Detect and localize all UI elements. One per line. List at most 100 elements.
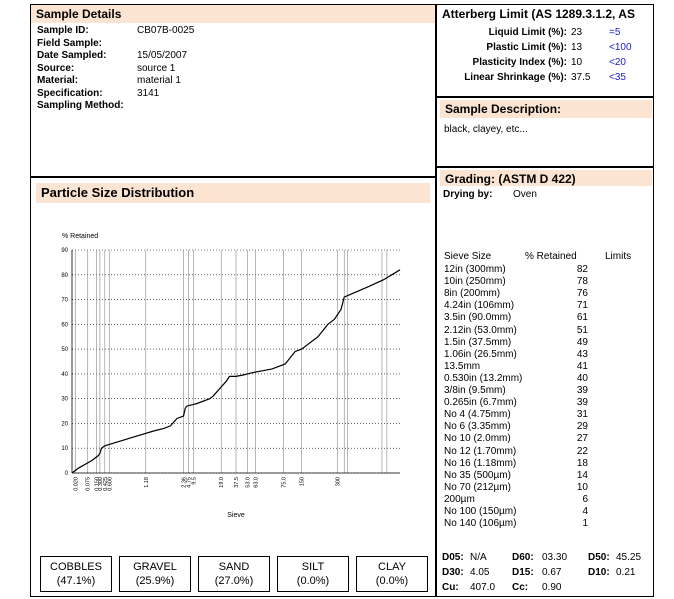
sieve-size-cell: No 10 (2.0mm) [444,433,511,445]
fraction-box: SAND (27.0%) [198,556,270,592]
table-row: 3.5in (90.0mm) 61 [444,312,644,324]
cu-value: 407.0 [470,582,496,593]
sieve-size-cell: 1.06in (26.5mm) [444,348,517,360]
series-line [71,269,401,474]
atterberg-rows: Liquid Limit (%): 23 =5 Plastic Limit (%): 1… [437,27,653,87]
atterberg-value: 13 [571,42,583,53]
sample-field-label: Sample ID: [37,25,89,36]
sieve-size-cell: 0.265in (6.7mm) [444,397,517,409]
y-tick-label: 20 [61,421,68,427]
sieve-size-cell: 12in (300mm) [444,264,506,275]
sieve-size-cell: No 12 (1.70mm) [444,445,517,457]
fraction-box: CLAY (0.0%) [356,556,428,592]
x-tick-label: 2.36 [182,477,188,488]
sample-field-label: Specification: [37,87,103,99]
retained-cell: 31 [576,409,588,421]
sieve-size-cell: 3.5in (90.0mm) [444,312,512,324]
table-row: No 16 (1.18mm) 18 [444,458,644,470]
y-tick-label: 60 [61,322,68,328]
atterberg-label: Plasticity Index (%): [472,57,567,68]
table-row: 13.5mm 41 [444,361,644,373]
fraction-name: SAND [218,561,250,573]
fractions-row: COBBLES (47.1%) GRAVEL (25.9%) SAND (27.0%) SI… [40,556,428,596]
psd-panel [30,177,436,597]
d05-label: D05: [442,552,464,563]
fraction-name: COBBLES [50,561,102,573]
x-tick-label: 0.020 [73,477,79,491]
y-tick-label: 30 [61,397,68,403]
table-row: 10in (250mm) 78 [444,276,644,288]
sample-field-label: Date Sampled: [37,50,107,61]
x-axis-label: Sieve [227,512,245,519]
x-tick-label: 150 [300,477,306,486]
fraction-name: SILT [301,561,325,573]
x-tick-label: 0.300 [98,477,104,491]
cu-label: Cu: [442,582,459,593]
d50-label: D50: [588,552,610,563]
retained-cell: 1 [582,518,588,530]
retained-cell: 14 [576,469,588,481]
grading-panel [436,167,654,597]
retained-cell: 49 [576,336,588,348]
x-tick-label: 0.075 [86,477,92,491]
col-retained: % Retained [525,251,577,262]
table-row: No 140 (106µm) 1 [444,518,644,530]
sieve-size-cell: No 4 (4.75mm) [444,409,511,421]
x-tick-label: 1.18 [144,477,150,488]
fraction-box: SILT (0.0%) [277,556,349,592]
sieve-size-cell: 13.5mm [444,360,481,372]
d10-label: D10: [588,567,610,578]
sieve-size-cell: 2.12in (53.0mm) [444,324,517,336]
table-row: No 10 (2.0mm) 27 [444,433,644,445]
x-tick-label: 300 [336,477,342,486]
atterberg-label: Linear Shrinkage (%): [464,72,567,83]
d50-value: 45.25 [616,552,642,563]
d05-value: N/A [470,552,487,563]
sieve-size-cell: No 6 (3.35mm) [444,421,511,433]
table-row: 4.24in (106mm) 71 [444,300,644,312]
retained-cell: 78 [576,276,588,288]
atterberg-limit: <100 [609,42,632,53]
x-tick-label: 9.5 [191,477,197,485]
retained-cell: 82 [576,264,588,275]
x-tick-label: 63.0 [254,477,260,488]
table-row: 200µm 6 [444,494,644,506]
sieve-size-cell: 200µm [444,493,475,505]
retained-cell: 51 [576,324,588,336]
atterberg-limit: <35 [609,72,626,83]
y-tick-label: 70 [61,298,68,304]
sieve-table: 12in (300mm) 82 10in (250mm) 78 8in (200mm) 7… [444,264,644,534]
x-tick-label: 19.0 [219,477,225,488]
sample-field-label: Field Sample: [37,37,103,49]
y-tick-label: 40 [61,372,68,378]
retained-cell: 43 [576,348,588,360]
d15-label: D15: [512,567,534,578]
atterberg-limit: =5 [609,27,621,38]
d60-label: D60: [512,552,534,563]
fraction-pct: (27.0%) [214,575,254,587]
table-row: No 4 (4.75mm) 31 [444,409,644,421]
sieve-size-cell: No 140 (106µm) [444,518,517,530]
grading-title: Grading: (ASTM D 422) [440,170,652,186]
d15-value: 0.67 [542,567,562,578]
col-limits: Limits [605,251,632,262]
sample-details-panel [30,4,436,177]
retained-cell: 71 [576,300,588,312]
table-row: 1.06in (26.5mm) 43 [444,349,644,361]
sieve-size-cell: 10in (250mm) [444,276,506,288]
x-tick-label: 75.0 [282,477,288,488]
psd-title: Particle Size Distribution [36,183,430,203]
d30-label: D30: [442,567,464,578]
x-tick-label: 0.600 [108,477,114,491]
cc-value: 0.90 [542,582,562,593]
retained-cell: 76 [576,288,588,300]
retained-cell: 10 [576,481,588,493]
fraction-pct: (0.0%) [375,575,409,587]
atterberg-value: 23 [571,27,583,38]
sample-description-text: black, clayey, etc... [444,124,528,135]
retained-cell: 6 [582,493,588,505]
retained-cell: 39 [576,385,588,396]
sample-details-fields: Sample ID: CB07B-0025 Field Sample: Date Sa… [37,25,337,115]
table-row: No 100 (150µm) 4 [444,506,644,518]
